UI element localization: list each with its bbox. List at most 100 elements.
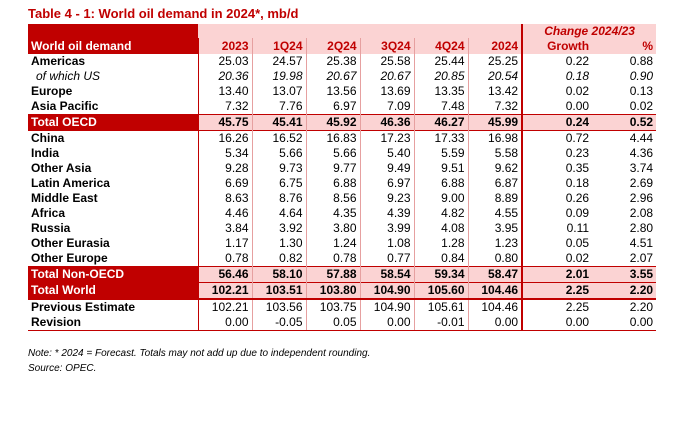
growth-cell: 2.25 [521, 298, 593, 315]
row-label: Total OECD [28, 114, 198, 131]
col-header-2023: 2023 [197, 38, 252, 54]
growth-cell: 0.72 [521, 130, 593, 146]
value-cell: 57.88 [305, 266, 360, 283]
pct-cell: 2.20 [592, 282, 657, 299]
growth-cell: 0.02 [521, 251, 593, 267]
row-label: Africa [31, 206, 66, 220]
value-cell: 20.36 [197, 69, 252, 84]
value-cell: -0.05 [251, 315, 306, 331]
value-cell: 58.10 [251, 266, 306, 283]
value-cell: 6.75 [251, 176, 306, 191]
growth-cell: 0.23 [521, 146, 593, 161]
growth-cell: 0.18 [521, 176, 593, 191]
value-cell: 13.69 [359, 84, 414, 99]
value-cell: 1.23 [467, 236, 523, 251]
growth-cell: 0.05 [521, 236, 593, 251]
value-cell: 5.66 [251, 146, 306, 161]
value-cell: 1.08 [359, 236, 414, 251]
value-cell: 20.67 [305, 69, 360, 84]
value-cell: 5.66 [305, 146, 360, 161]
pct-cell: 0.88 [629, 54, 654, 68]
oil-demand-table: Change 2024/23 World oil demand 2023 1Q2… [28, 24, 657, 331]
region-row: Latin America 6.69 6.75 6.88 6.97 6.88 6.87 0.1… [28, 176, 656, 191]
pct-cell: 4.36 [629, 146, 654, 160]
value-cell: 9.73 [251, 161, 306, 176]
value-cell: 20.67 [359, 69, 414, 84]
region-row: Russia 3.84 3.92 3.80 3.99 4.08 3.95 0.11 2.80 [28, 221, 656, 236]
pct-cell: 0.02 [629, 99, 654, 113]
pct-cell: 4.51 [629, 236, 654, 250]
value-cell: 0.77 [359, 251, 414, 267]
value-cell: 25.25 [467, 54, 523, 69]
row-label: China [28, 130, 198, 146]
growth-cell: 0.09 [521, 206, 593, 221]
region-row: Americas 25.03 24.57 25.38 25.58 25.44 25.25 0.… [28, 54, 656, 69]
value-cell: 19.98 [251, 69, 306, 84]
row-label: Middle East [31, 191, 98, 205]
pct-cell: 2.69 [629, 176, 654, 190]
row-label: India [31, 146, 60, 160]
value-cell: 1.30 [251, 236, 306, 251]
pct-cell: 3.55 [592, 266, 657, 283]
footnote: Note: * 2024 = Forecast. Totals may not … [28, 348, 371, 359]
change-group-header: Change 2024/23 [521, 24, 657, 38]
value-cell: 3.99 [359, 221, 414, 236]
value-cell: 8.89 [467, 191, 523, 206]
value-cell: 0.78 [305, 251, 360, 267]
region-row: Middle East 8.63 8.76 8.56 9.23 9.00 8.89 0.26 2… [28, 191, 656, 206]
value-cell: 8.63 [197, 191, 252, 206]
total-row: Total Non-OECD 56.46 58.10 57.88 58.54 59.34 5… [28, 266, 657, 283]
value-cell: 6.97 [305, 99, 360, 115]
value-cell: 25.03 [197, 54, 252, 69]
growth-cell: 0.22 [521, 54, 593, 69]
value-cell: 7.32 [467, 99, 523, 115]
value-cell: 9.23 [359, 191, 414, 206]
value-cell: 20.85 [413, 69, 468, 84]
value-cell: 104.90 [359, 298, 414, 315]
value-cell: 103.75 [305, 298, 360, 315]
value-cell: 25.38 [305, 54, 360, 69]
col-header-4q24: 4Q24 [413, 38, 468, 54]
value-cell: 5.58 [467, 146, 523, 161]
value-cell: 102.21 [197, 282, 252, 299]
value-cell: -0.01 [413, 315, 468, 331]
row-label-header: World oil demand [28, 38, 198, 54]
value-cell: 4.46 [197, 206, 252, 221]
value-cell: 0.84 [413, 251, 468, 267]
row-label: Europe [31, 84, 73, 98]
row-label: Previous Estimate [28, 298, 198, 315]
value-cell: 8.56 [305, 191, 360, 206]
value-cell: 7.32 [197, 99, 252, 115]
value-cell: 25.58 [359, 54, 414, 69]
value-cell: 25.44 [413, 54, 468, 69]
pct-cell: 2.80 [629, 221, 654, 235]
header-row-1: Change 2024/23 [28, 24, 657, 38]
value-cell: 4.39 [359, 206, 414, 221]
value-cell: 16.52 [251, 130, 306, 146]
region-row: Other Eurasia 1.17 1.30 1.24 1.08 1.28 1.23 0.0… [28, 236, 656, 251]
source-note: Source: OPEC. [28, 363, 97, 374]
pct-cell: 0.13 [629, 84, 654, 98]
value-cell: 6.69 [197, 176, 252, 191]
value-cell: 0.78 [197, 251, 252, 267]
value-cell: 6.88 [305, 176, 360, 191]
pct-cell: 4.44 [592, 130, 657, 146]
value-cell: 103.51 [251, 282, 306, 299]
col-header-1q24: 1Q24 [251, 38, 306, 54]
value-cell: 104.46 [467, 298, 523, 315]
table-title: Table 4 - 1: World oil demand in 2024*, … [28, 6, 299, 21]
value-cell: 45.75 [197, 114, 252, 131]
growth-cell: 0.11 [521, 221, 593, 236]
col-header-2q24: 2Q24 [305, 38, 360, 54]
value-cell: 104.46 [467, 282, 523, 299]
pct-cell: 2.96 [629, 191, 654, 205]
value-cell: 46.36 [359, 114, 414, 131]
value-cell: 9.62 [467, 161, 523, 176]
value-cell: 46.27 [413, 114, 468, 131]
value-cell: 13.56 [305, 84, 360, 99]
row-label: of which US [36, 69, 101, 83]
value-cell: 17.33 [413, 130, 468, 146]
value-cell: 6.97 [359, 176, 414, 191]
value-cell: 45.41 [251, 114, 306, 131]
value-cell: 3.84 [197, 221, 252, 236]
